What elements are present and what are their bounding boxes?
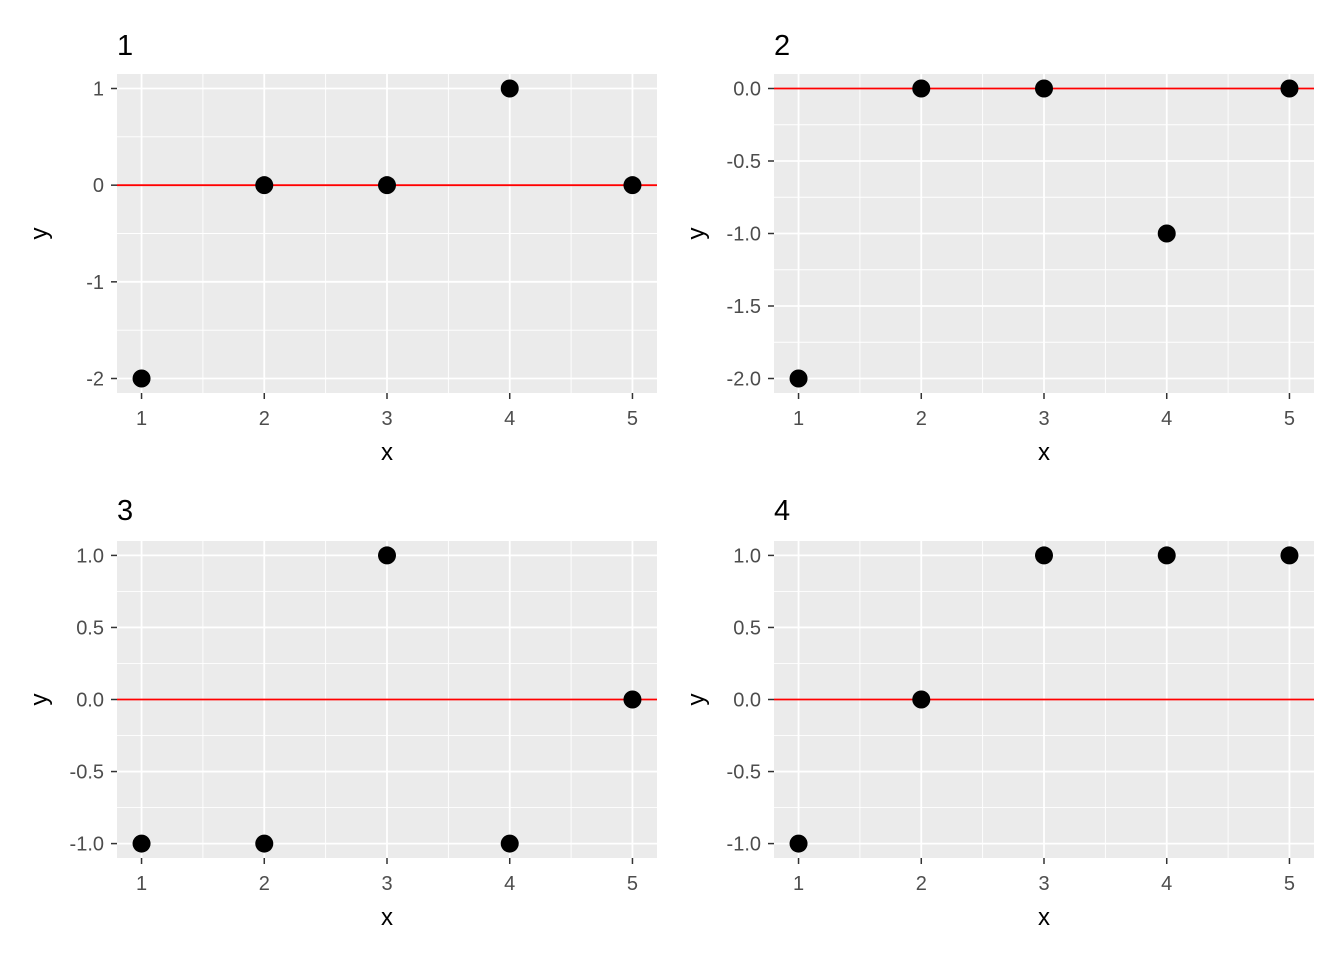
y-tick-label: -2 (86, 369, 104, 391)
x-tick-label: 2 (259, 873, 270, 895)
x-tick-label: 4 (1161, 408, 1172, 430)
y-tick-label: -0.5 (70, 762, 104, 784)
x-tick-label: 4 (504, 873, 515, 895)
chart-panel-3: 1 2 3 4 5 -1.0 -0.5 0.0 0.5 1.0 3 x y (26, 495, 657, 931)
data-point (1280, 79, 1299, 98)
data-point (1157, 224, 1176, 243)
data-point (912, 79, 931, 98)
x-tick-label: 5 (627, 408, 638, 430)
y-axis-title: y (683, 694, 710, 706)
x-axis-title: x (381, 439, 393, 466)
panel-title: 1 (117, 30, 133, 62)
panel-title: 3 (117, 495, 133, 527)
data-point (789, 369, 808, 388)
y-axis-title: y (26, 228, 53, 240)
y-axis-title: y (26, 694, 53, 706)
y-tick-label: -1.0 (70, 834, 104, 856)
data-point (789, 834, 808, 853)
y-tick-label: 0.5 (733, 617, 761, 639)
y-tick-label: -1.0 (727, 834, 761, 856)
x-tick-label: 3 (381, 408, 392, 430)
panel-title: 4 (774, 495, 790, 527)
data-point (255, 834, 274, 853)
y-axis-title: y (683, 228, 710, 240)
x-tick-label: 3 (1038, 873, 1049, 895)
y-tick-label: -0.5 (727, 762, 761, 784)
x-tick-label: 1 (793, 408, 804, 430)
data-point (623, 690, 642, 709)
y-tick-label: 1 (93, 79, 104, 101)
data-point (912, 690, 931, 709)
data-point (623, 176, 642, 195)
y-tick-label: 1.0 (76, 545, 104, 567)
y-tick-label: -0.5 (727, 151, 761, 173)
y-tick-label: 0.0 (76, 690, 104, 712)
x-tick-label: 4 (504, 408, 515, 430)
x-axis-title: x (1038, 904, 1050, 931)
chart-panel-2: 1 2 3 4 5 -2.0 -1.5 -1.0 -0.5 0.0 2 x y (683, 30, 1314, 466)
data-point (378, 176, 396, 195)
x-tick-label: 3 (381, 873, 392, 895)
data-point (132, 369, 151, 388)
data-point (255, 176, 274, 195)
x-axis-title: x (1038, 439, 1050, 466)
x-tick-label: 1 (136, 873, 147, 895)
data-point (1280, 546, 1299, 565)
x-tick-label: 4 (1161, 873, 1172, 895)
chart-panel-4: 1 2 3 4 5 -1.0 -0.5 0.0 0.5 1.0 4 x y (683, 495, 1314, 931)
x-tick-label: 5 (1284, 873, 1295, 895)
y-tick-label: -1.5 (727, 296, 761, 318)
data-point (1035, 546, 1053, 565)
data-point (378, 546, 396, 565)
y-tick-label: 1.0 (733, 545, 761, 567)
panel-title: 2 (774, 30, 790, 62)
data-point (1157, 546, 1176, 565)
y-tick-label: -1.0 (727, 224, 761, 246)
data-point (1035, 79, 1053, 98)
data-point (500, 834, 519, 853)
x-tick-label: 2 (916, 408, 927, 430)
x-tick-label: 1 (793, 873, 804, 895)
x-tick-label: 2 (916, 873, 927, 895)
data-point (500, 79, 519, 98)
y-tick-label: 0.0 (733, 79, 761, 101)
x-tick-label: 1 (136, 408, 147, 430)
x-tick-label: 2 (259, 408, 270, 430)
data-point (132, 834, 151, 853)
x-tick-label: 3 (1038, 408, 1049, 430)
x-tick-label: 5 (627, 873, 638, 895)
y-tick-label: -2.0 (727, 369, 761, 391)
y-tick-label: -1 (86, 272, 104, 294)
y-tick-label: 0 (93, 175, 104, 197)
x-tick-label: 5 (1284, 408, 1295, 430)
y-tick-label: 0.5 (76, 617, 104, 639)
y-tick-label: 0.0 (733, 690, 761, 712)
x-axis-title: x (381, 904, 393, 931)
